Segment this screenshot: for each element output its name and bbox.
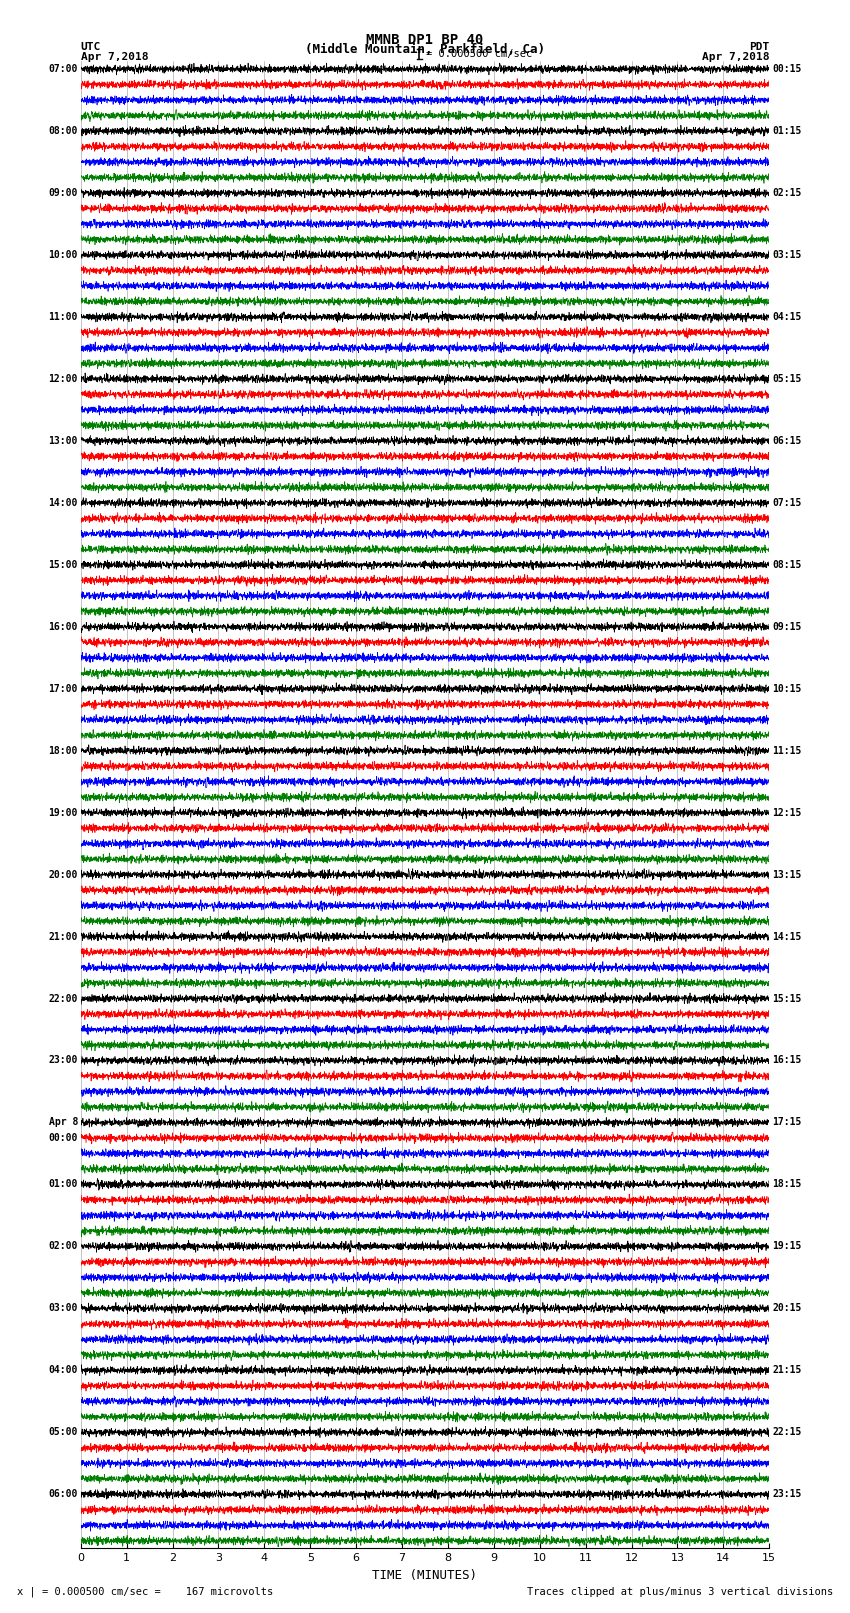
Text: 14:00: 14:00 bbox=[48, 498, 78, 508]
Text: 06:15: 06:15 bbox=[772, 436, 802, 445]
Text: 21:15: 21:15 bbox=[772, 1365, 802, 1376]
Text: PDT: PDT bbox=[749, 42, 769, 52]
Text: 22:00: 22:00 bbox=[48, 994, 78, 1003]
Text: 20:00: 20:00 bbox=[48, 869, 78, 879]
Text: 20:15: 20:15 bbox=[772, 1303, 802, 1313]
Text: 00:15: 00:15 bbox=[772, 65, 802, 74]
Text: 07:15: 07:15 bbox=[772, 498, 802, 508]
Text: MMNB DP1 BP 40: MMNB DP1 BP 40 bbox=[366, 32, 484, 47]
Text: 13:15: 13:15 bbox=[772, 869, 802, 879]
Text: 03:00: 03:00 bbox=[48, 1303, 78, 1313]
X-axis label: TIME (MINUTES): TIME (MINUTES) bbox=[372, 1569, 478, 1582]
Text: 02:00: 02:00 bbox=[48, 1242, 78, 1252]
Text: 04:00: 04:00 bbox=[48, 1365, 78, 1376]
Text: 18:15: 18:15 bbox=[772, 1179, 802, 1189]
Text: 11:15: 11:15 bbox=[772, 745, 802, 755]
Text: 12:15: 12:15 bbox=[772, 808, 802, 818]
Text: 19:00: 19:00 bbox=[48, 808, 78, 818]
Text: 23:15: 23:15 bbox=[772, 1489, 802, 1498]
Text: Apr 7,2018: Apr 7,2018 bbox=[702, 52, 769, 61]
Text: 05:15: 05:15 bbox=[772, 374, 802, 384]
Text: 07:00: 07:00 bbox=[48, 65, 78, 74]
Text: 11:00: 11:00 bbox=[48, 311, 78, 323]
Text: 03:15: 03:15 bbox=[772, 250, 802, 260]
Text: 08:15: 08:15 bbox=[772, 560, 802, 569]
Text: 10:15: 10:15 bbox=[772, 684, 802, 694]
Text: 16:00: 16:00 bbox=[48, 621, 78, 632]
Text: Traces clipped at plus/minus 3 vertical divisions: Traces clipped at plus/minus 3 vertical … bbox=[527, 1587, 833, 1597]
Text: 06:00: 06:00 bbox=[48, 1489, 78, 1498]
Text: 17:15: 17:15 bbox=[772, 1118, 802, 1127]
Text: = 0.000500 cm/sec: = 0.000500 cm/sec bbox=[426, 48, 532, 60]
Text: 09:00: 09:00 bbox=[48, 189, 78, 198]
Text: 08:00: 08:00 bbox=[48, 126, 78, 135]
Text: 23:00: 23:00 bbox=[48, 1055, 78, 1066]
Text: 14:15: 14:15 bbox=[772, 932, 802, 942]
Text: 19:15: 19:15 bbox=[772, 1242, 802, 1252]
Text: 15:15: 15:15 bbox=[772, 994, 802, 1003]
Text: x | = 0.000500 cm/sec =    167 microvolts: x | = 0.000500 cm/sec = 167 microvolts bbox=[17, 1586, 273, 1597]
Text: 02:15: 02:15 bbox=[772, 189, 802, 198]
Text: 13:00: 13:00 bbox=[48, 436, 78, 445]
Text: 12:00: 12:00 bbox=[48, 374, 78, 384]
Text: 22:15: 22:15 bbox=[772, 1428, 802, 1437]
Text: 16:15: 16:15 bbox=[772, 1055, 802, 1066]
Text: Apr 7,2018: Apr 7,2018 bbox=[81, 52, 148, 61]
Text: 21:00: 21:00 bbox=[48, 932, 78, 942]
Text: UTC: UTC bbox=[81, 42, 101, 52]
Text: 01:15: 01:15 bbox=[772, 126, 802, 135]
Text: 04:15: 04:15 bbox=[772, 311, 802, 323]
Text: 10:00: 10:00 bbox=[48, 250, 78, 260]
Text: 05:00: 05:00 bbox=[48, 1428, 78, 1437]
Text: 18:00: 18:00 bbox=[48, 745, 78, 755]
Text: 00:00: 00:00 bbox=[48, 1132, 78, 1144]
Text: (Middle Mountain, Parkfield, Ca): (Middle Mountain, Parkfield, Ca) bbox=[305, 44, 545, 56]
Text: 17:00: 17:00 bbox=[48, 684, 78, 694]
Text: Apr 8: Apr 8 bbox=[48, 1118, 78, 1127]
Text: 15:00: 15:00 bbox=[48, 560, 78, 569]
Text: 09:15: 09:15 bbox=[772, 621, 802, 632]
Text: 01:00: 01:00 bbox=[48, 1179, 78, 1189]
